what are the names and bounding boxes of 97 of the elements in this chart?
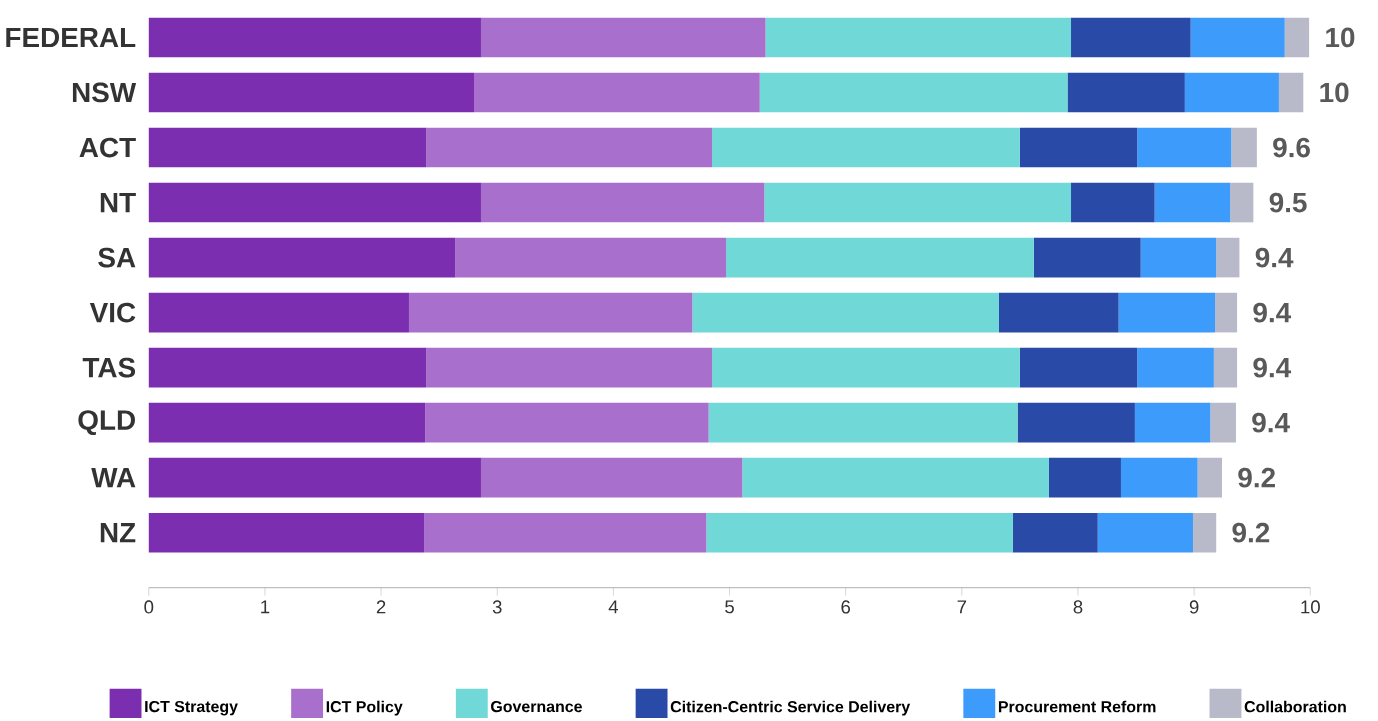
- y-tick-label: ACT: [79, 137, 136, 158]
- bar: [1019, 127, 1138, 168]
- legend-label: Collaboration: [1244, 700, 1346, 713]
- y-tick-label: NSW: [72, 82, 137, 103]
- bar: [1019, 347, 1138, 388]
- bar: [1067, 72, 1185, 113]
- bar: [148, 17, 481, 58]
- total-label: 10: [1326, 27, 1355, 48]
- bar: [1231, 127, 1257, 168]
- bar: [692, 292, 999, 333]
- x-tick-label: 6: [841, 600, 851, 614]
- bar: [1284, 17, 1310, 58]
- total-label: 10: [1320, 82, 1349, 103]
- y-tick-label: QLD: [78, 410, 135, 436]
- bar: [148, 237, 456, 278]
- bar: [480, 182, 765, 223]
- total-label: 9.2: [1232, 522, 1270, 543]
- x-tick-label: 10: [1301, 600, 1320, 614]
- bar: [712, 347, 1020, 388]
- x-tick-label: 0: [144, 600, 154, 614]
- y-tick-label: TAS: [82, 357, 136, 378]
- bar: [1216, 237, 1240, 278]
- legend-label: ICT Policy: [326, 700, 403, 716]
- total-label: 9.6: [1273, 137, 1310, 158]
- bar: [726, 237, 1034, 278]
- total-label: 9.4: [1255, 247, 1294, 268]
- bar: [1140, 237, 1217, 278]
- x-tick-label: 2: [376, 600, 386, 614]
- bar: [148, 127, 427, 168]
- x-tick-label: 9: [1189, 600, 1199, 614]
- x-tick-label: 3: [492, 600, 502, 614]
- bar: [474, 72, 760, 113]
- bar: [1184, 72, 1279, 113]
- bar: [1213, 347, 1238, 388]
- bar: [1012, 513, 1098, 553]
- bar: [712, 127, 1020, 168]
- bar: [1197, 458, 1223, 498]
- bar: [759, 72, 1068, 113]
- bar: [1137, 347, 1214, 388]
- bar: [765, 17, 1072, 58]
- bar: [1071, 182, 1155, 223]
- bar: [1230, 182, 1254, 223]
- bar: [1120, 458, 1198, 498]
- bar: [1134, 402, 1211, 443]
- bar: [148, 182, 481, 223]
- bar: [1137, 127, 1232, 168]
- bar: [480, 17, 766, 58]
- bar: [455, 237, 727, 278]
- x-tick-label: 1: [261, 600, 270, 614]
- y-tick-label: FEDERAL: [6, 28, 136, 48]
- bar: [426, 347, 713, 388]
- bar: [480, 458, 743, 498]
- y-tick-label: NZ: [100, 523, 136, 543]
- y-tick-label: WA: [91, 468, 136, 488]
- bar: [1017, 402, 1135, 443]
- bar: [1071, 17, 1191, 58]
- bar: [408, 292, 693, 333]
- bar: [148, 458, 481, 498]
- bar: [1215, 292, 1238, 333]
- bar: [1192, 513, 1217, 553]
- bar: [999, 292, 1119, 333]
- x-tick-label: 7: [957, 600, 967, 614]
- bar: [1154, 182, 1231, 223]
- bar: [148, 72, 475, 113]
- y-tick-label: SA: [98, 247, 136, 268]
- total-label: 9.4: [1253, 302, 1292, 323]
- bar: [1033, 237, 1141, 278]
- bar: [424, 513, 707, 553]
- total-label: 9.2: [1238, 467, 1275, 488]
- bar: [706, 513, 1013, 553]
- bar: [148, 402, 426, 443]
- x-tick-label: 4: [608, 600, 619, 614]
- bar: [1118, 292, 1216, 333]
- bar: [708, 402, 1018, 443]
- x-tick-label: 5: [725, 600, 734, 614]
- bar: [148, 292, 409, 333]
- legend-label: Governance: [491, 701, 582, 713]
- bar: [1210, 402, 1236, 443]
- bar: [1048, 458, 1121, 498]
- total-label: 9.4: [1252, 412, 1290, 433]
- bar: [1097, 513, 1193, 553]
- legend-label: ICT Strategy: [145, 701, 238, 716]
- total-label: 9.5: [1269, 192, 1307, 213]
- bar: [1190, 17, 1285, 58]
- bar: [1278, 72, 1304, 113]
- total-label: 9.4: [1253, 357, 1292, 378]
- bar: [148, 347, 427, 388]
- x-tick-label: 8: [1073, 600, 1083, 614]
- bar: [764, 182, 1072, 223]
- y-tick-label: NT: [100, 193, 136, 213]
- bar: [742, 458, 1049, 498]
- bar: [426, 127, 713, 168]
- y-tick-label: VIC: [89, 302, 136, 323]
- legend-label: Citizen-Centric Service Delivery: [670, 700, 911, 716]
- bar: [425, 402, 709, 443]
- legend-label: Procurement Reform: [998, 700, 1156, 713]
- bar: [148, 513, 425, 553]
